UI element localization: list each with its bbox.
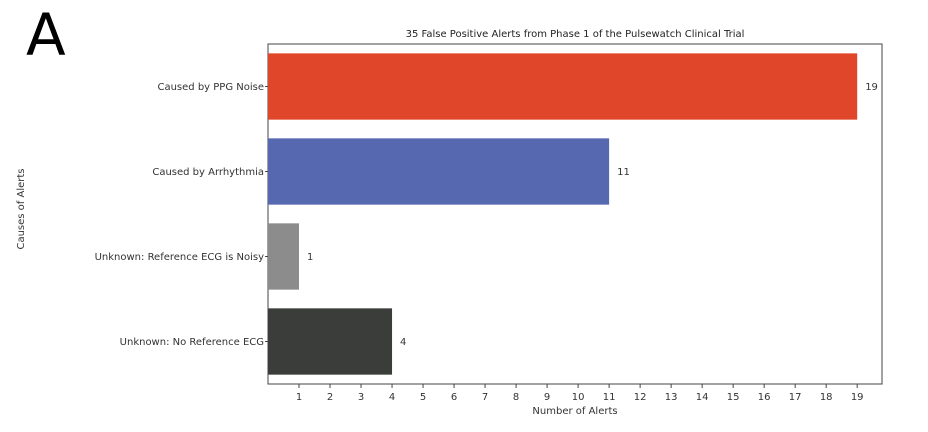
bar-2	[268, 138, 610, 205]
bar-4	[268, 308, 393, 375]
x-tick-label: 18	[820, 392, 833, 403]
category-label: Caused by PPG Noise	[157, 82, 264, 93]
x-tick-label: 16	[758, 392, 771, 403]
y-axis-label: Causes of Alerts	[16, 168, 27, 249]
x-tick-label: 7	[482, 392, 488, 403]
x-tick-label: 5	[420, 392, 426, 403]
category-label: Unknown: Reference ECG is Noisy	[95, 252, 264, 263]
x-tick-label: 11	[603, 392, 616, 403]
x-tick-label: 1	[296, 392, 302, 403]
x-axis-ticks: 1 2 3 4 5 6 7 8 9 10 11 12 13 14 15 16 17 18 19	[296, 384, 864, 403]
value-label: 19	[865, 82, 878, 93]
x-tick-label: 4	[389, 392, 395, 403]
bars-group	[268, 53, 858, 375]
x-axis-label: Number of Alerts	[532, 406, 617, 417]
x-tick-label: 15	[727, 392, 740, 403]
panel-letter: A	[26, 1, 66, 69]
x-tick-label: 17	[789, 392, 802, 403]
plot-frame	[267, 43, 883, 385]
bar-3	[268, 223, 300, 290]
x-tick-label: 14	[696, 392, 709, 403]
x-tick-label: 6	[451, 392, 457, 403]
category-label: Caused by Arrhythmia	[152, 167, 264, 178]
category-label: Unknown: No Reference ECG	[120, 337, 264, 348]
x-tick-label: 12	[634, 392, 647, 403]
chart-title: 35 False Positive Alerts from Phase 1 of…	[406, 29, 745, 40]
value-label: 4	[400, 337, 406, 348]
x-tick-label: 19	[851, 392, 864, 403]
x-tick-label: 3	[358, 392, 364, 403]
category-labels: Caused by PPG Noise Caused by Arrhythmia U…	[95, 82, 268, 348]
x-tick-label: 9	[544, 392, 550, 403]
x-tick-label: 13	[665, 392, 678, 403]
x-tick-label: 2	[327, 392, 333, 403]
value-label: 1	[307, 252, 313, 263]
value-label: 11	[617, 167, 630, 178]
x-tick-label: 8	[513, 392, 519, 403]
x-tick-label: 10	[572, 392, 585, 403]
bar-1	[268, 53, 858, 120]
